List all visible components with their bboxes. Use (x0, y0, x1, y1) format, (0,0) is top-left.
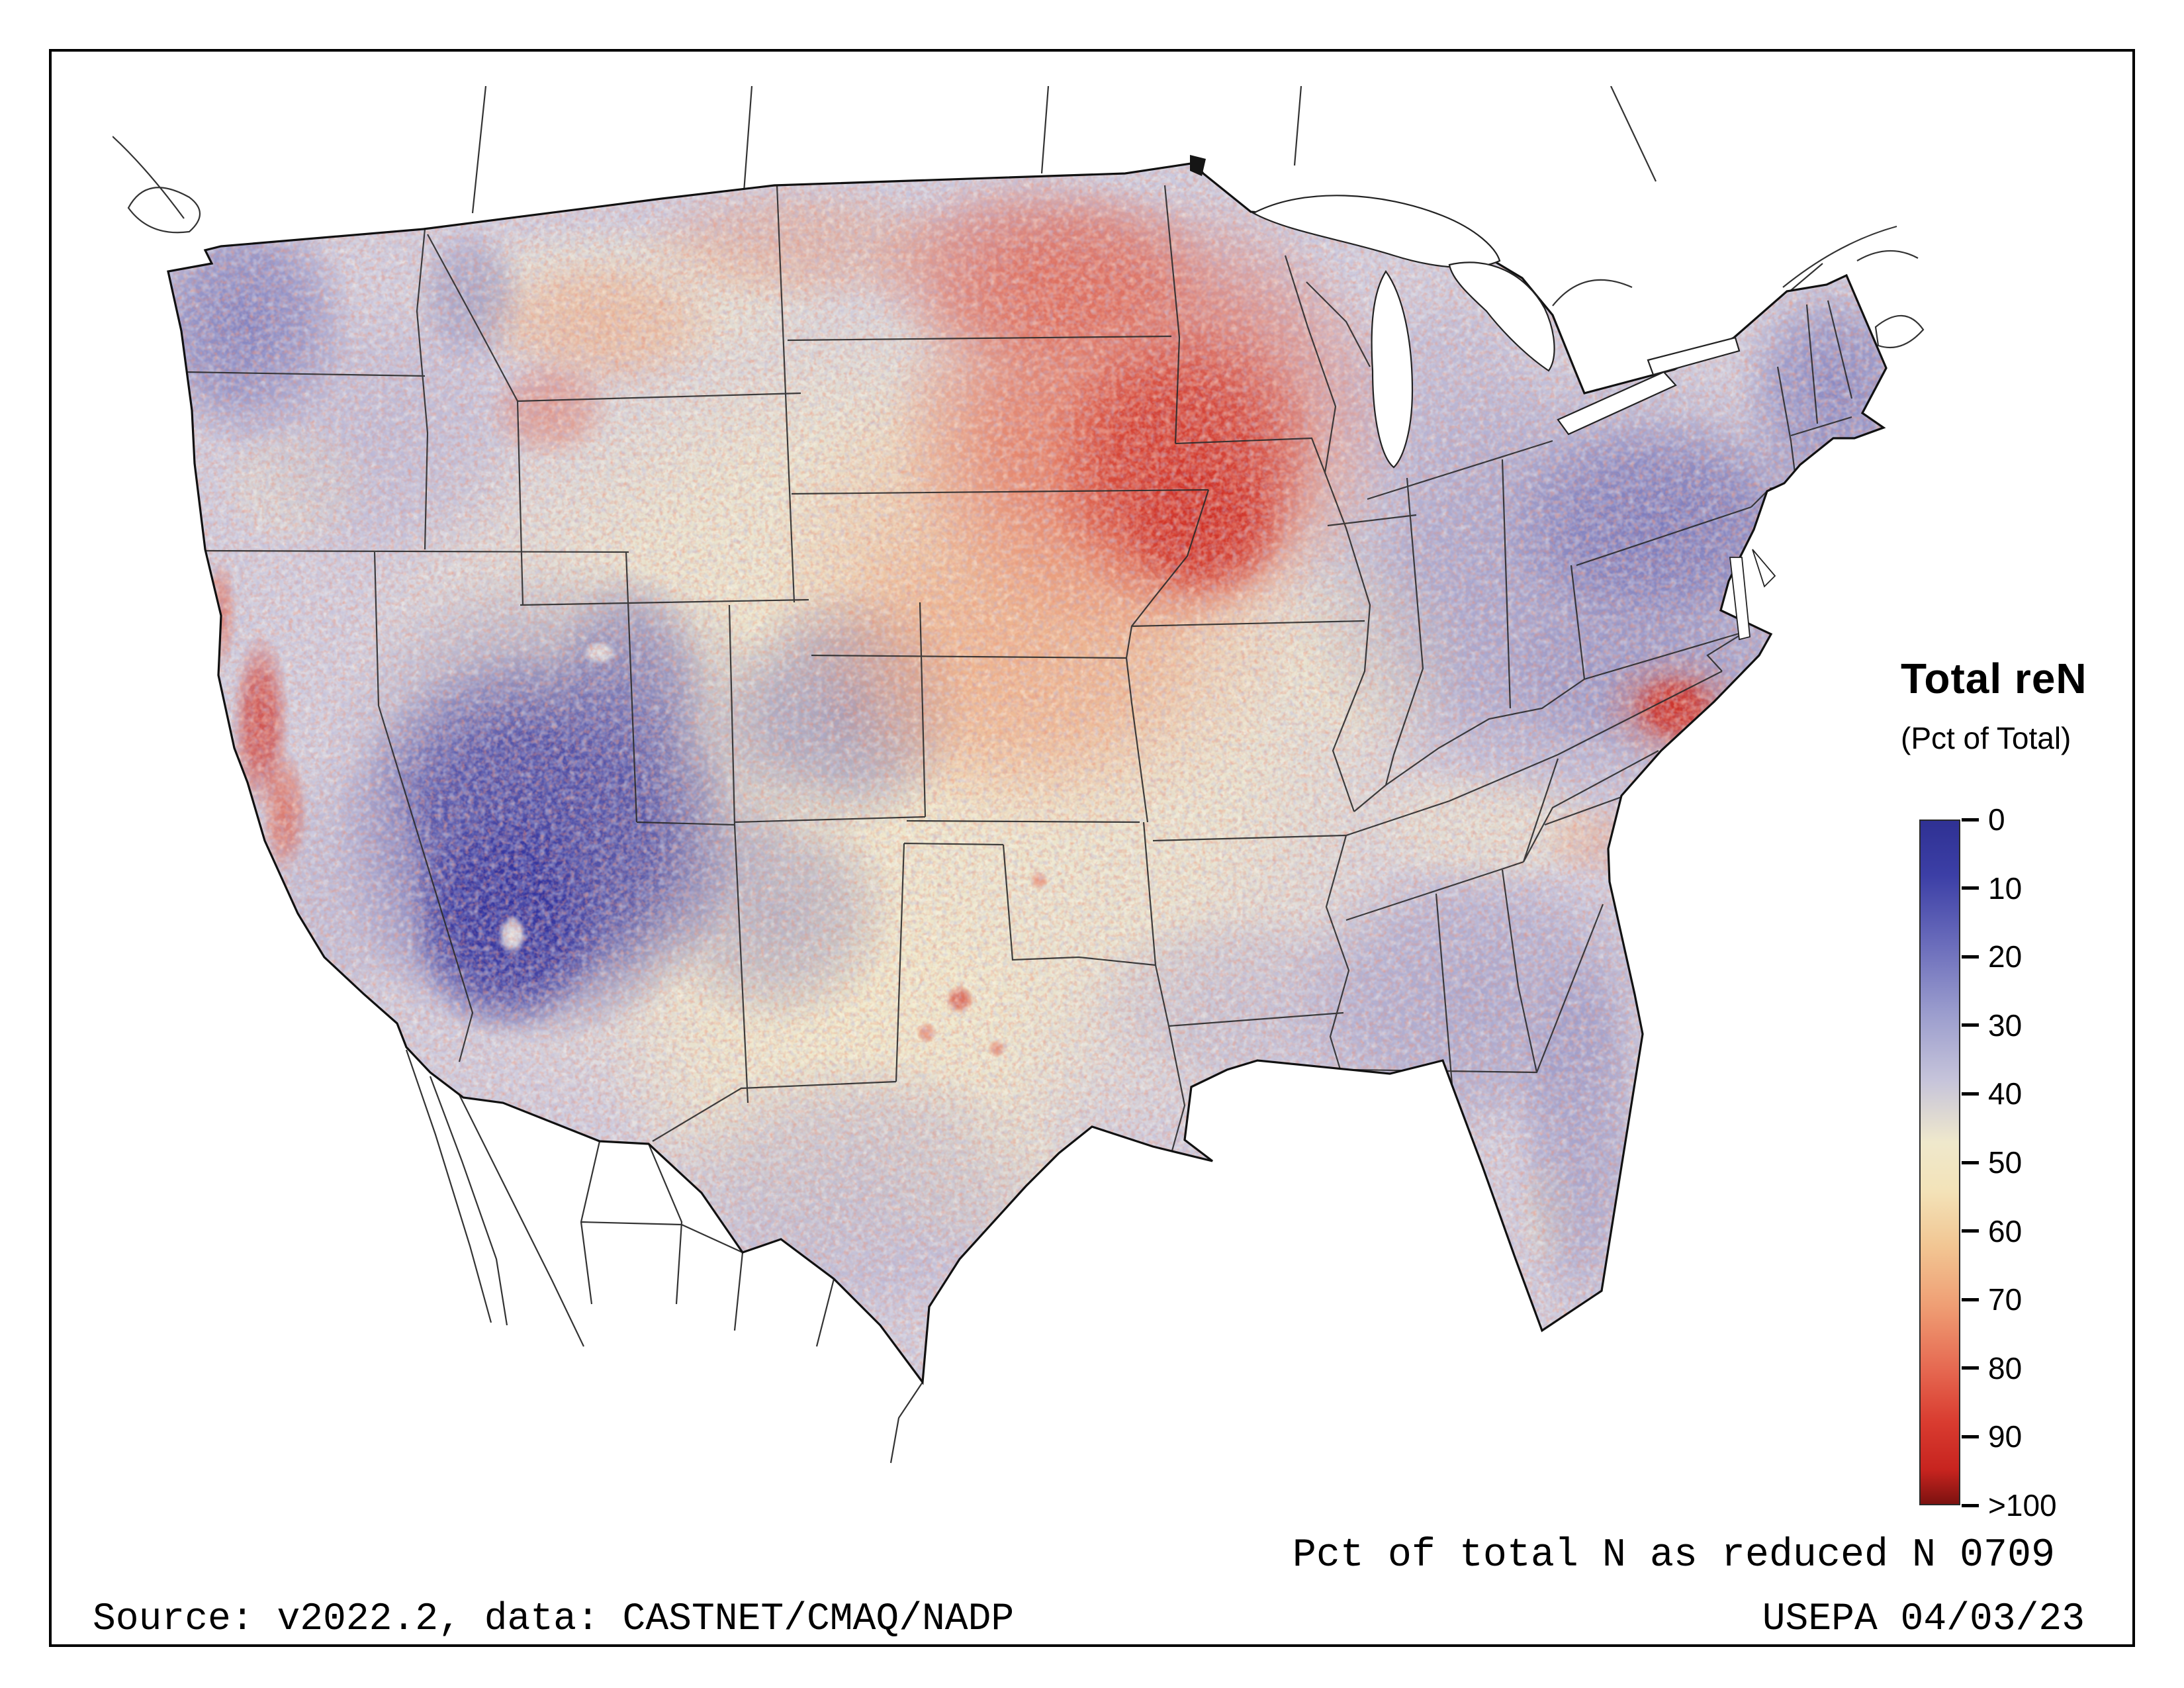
colorbar (1919, 820, 1960, 1505)
colorbar-tick-label: 80 (1988, 1350, 2023, 1385)
colorbar-tick-mark (1962, 955, 1979, 959)
colorbar-tick-mark (1962, 1229, 1979, 1233)
colorbar-tick-label: 50 (1988, 1145, 2023, 1180)
figure-caption: Pct of total N as reduced N 0709 (1292, 1533, 2055, 1578)
map-container (113, 86, 1952, 1556)
colorbar-tick-mark (1962, 1366, 1979, 1370)
colorbar-tick-label: 20 (1988, 939, 2023, 974)
colorbar-tick-mark (1962, 1297, 1979, 1301)
lake-ontario (1647, 336, 1741, 376)
great-lakes (1251, 195, 1741, 469)
concentration-field (168, 163, 1886, 1382)
colorbar-tick-label: 60 (1988, 1213, 2023, 1248)
source-text: Source: v2022.2, data: CASTNET/CMAQ/NADP (93, 1598, 1015, 1641)
colorbar-tick-label: 0 (1988, 802, 2005, 837)
northwest-angle-mark (1190, 155, 1206, 176)
colorbar-tick-mark (1962, 1160, 1979, 1164)
colorbar-tick-label: 10 (1988, 870, 2023, 906)
colorbar-tick-mark (1962, 1023, 1979, 1027)
colorbar-tick-label: 40 (1988, 1076, 2023, 1111)
colorbar-ticks: 0 10 20 30 40 50 60 70 80 90 >100 (1962, 802, 2120, 1523)
lake-superior (1251, 195, 1501, 268)
colorbar-tick-mark (1962, 886, 1979, 890)
plot-frame (49, 49, 2135, 1647)
chesapeake-bay (1729, 549, 1776, 641)
colorbar-tick-mark (1962, 1092, 1979, 1096)
legend-title: Total reN (1901, 655, 2087, 702)
legend-subtitle: (Pct of Total) (1901, 721, 2071, 755)
agency-date-text: USEPA 04/03/23 (1762, 1598, 2085, 1641)
colorbar-tick-mark (1962, 1503, 1979, 1507)
state-borders (185, 185, 1853, 1154)
lake-huron (1448, 261, 1555, 372)
colorbar-tick-label: >100 (1988, 1488, 2057, 1523)
lake-michigan (1371, 270, 1414, 469)
colorbar-tick-mark (1962, 1434, 1979, 1438)
colorbar-gradient (1921, 821, 1959, 1504)
colorbar-tick-label: 70 (1988, 1282, 2023, 1317)
colorbar-tick-label: 30 (1988, 1008, 2023, 1043)
lake-erie (1557, 371, 1677, 436)
mexico-outline (405, 1049, 923, 1464)
us-map-figure (113, 86, 1925, 1464)
colorbar-tick-label: 90 (1988, 1419, 2023, 1454)
colorbar-tick-mark (1962, 818, 1979, 821)
